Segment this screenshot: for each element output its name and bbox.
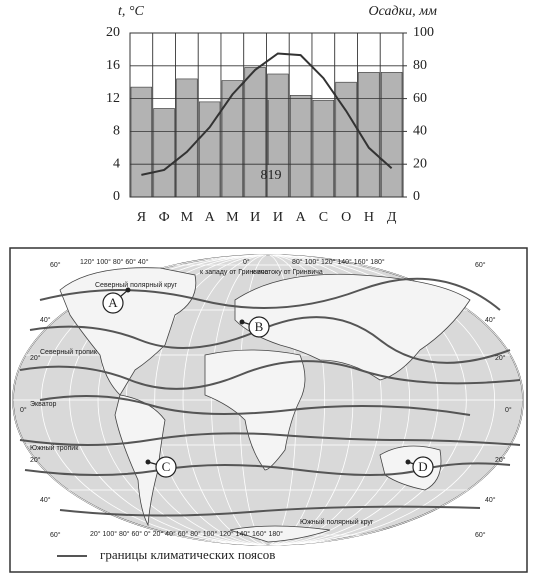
y-tick-label: 0 — [113, 189, 120, 204]
legend-text: границы климатических поясов — [100, 547, 275, 562]
lon-bottom: 20° 100° 80° 60° 0° 20° 40° 60° 80° 100°… — [90, 530, 283, 538]
marker-dot — [405, 459, 411, 465]
north-polar: Северный полярный круг — [95, 281, 178, 289]
lat-label: 0° — [20, 406, 27, 414]
lon-east: 80° 100° 120° 140° 160° 180° — [292, 258, 385, 266]
x-tick-label: Я — [137, 210, 146, 225]
x-tick-label: С — [319, 210, 328, 225]
bar — [153, 108, 175, 198]
x-tick-label: Д — [387, 210, 397, 225]
bar — [130, 86, 153, 198]
x-tick-label: О — [341, 210, 351, 225]
y2-tick-label: 0 — [413, 189, 420, 204]
east-note: к востоку от Гринвича — [252, 269, 323, 276]
lon-west: 120° 100° 80° 60° 40° — [80, 258, 149, 266]
x-tick-label: Ф — [159, 210, 170, 225]
marker-label: D — [418, 459, 427, 474]
lat-label: 0° — [505, 406, 512, 414]
bar — [312, 99, 335, 198]
map-frame — [9, 247, 528, 573]
y2-tick-label: 40 — [413, 124, 427, 139]
lat-label: 60° — [475, 261, 486, 269]
marker-dot — [125, 287, 131, 293]
annotation: 819 — [261, 168, 282, 183]
west-note: к западу от Гринвича — [200, 269, 269, 276]
lat-label: 60° — [50, 261, 61, 269]
south-polar: Южный полярный круг — [300, 518, 374, 526]
lat-label: 40° — [40, 496, 51, 504]
marker-circle — [102, 292, 124, 314]
marker-circle — [248, 316, 270, 338]
lat-label: 40° — [485, 316, 496, 324]
climate-boundaries — [19, 277, 521, 517]
y-tick-label: 12 — [106, 91, 120, 106]
bar — [380, 72, 403, 198]
lat-label: 40° — [485, 496, 496, 504]
x-tick-label: Н — [364, 210, 374, 225]
y2-tick-label: 60 — [413, 91, 427, 106]
lon-zero: 0° — [243, 258, 250, 266]
marker-label: B — [255, 319, 264, 334]
marker-label: A — [108, 295, 118, 310]
temperature-line — [141, 52, 393, 176]
x-tick-label: М — [181, 210, 194, 225]
marker-dot — [239, 319, 245, 325]
markers: A B C D — [102, 287, 434, 478]
y2-tick-label: 20 — [413, 156, 427, 171]
y-axis-title: t, °C — [118, 4, 144, 19]
y2-axis-title: Осадки, мм — [369, 4, 438, 19]
y2-tick-label: 80 — [413, 58, 427, 73]
lat-label: 20° — [495, 456, 506, 464]
y-tick-label: 16 — [106, 58, 120, 73]
lat-label: 20° — [495, 354, 506, 362]
y2-tick-label: 100 — [413, 25, 434, 40]
y-tick-label: 20 — [106, 25, 120, 40]
marker-dot — [145, 459, 151, 465]
marker-label: C — [162, 459, 171, 474]
x-tick-label: А — [296, 210, 307, 225]
x-tick-label: И — [250, 210, 260, 225]
continents — [59, 267, 471, 543]
bar — [176, 78, 198, 198]
bar — [289, 95, 312, 198]
lat-label: 20° — [30, 456, 41, 464]
lat-label: 40° — [40, 316, 51, 324]
lat-labels: 60° 40° 20° 0° 20° 40° 60° 60° 40° 20° 0° 20° 40° 60° — [20, 261, 512, 539]
north-tropic: Северный тропик — [40, 348, 98, 356]
x-tick-label: А — [205, 210, 216, 225]
x-tick-label: М — [226, 210, 239, 225]
x-tick-label: И — [273, 210, 283, 225]
lat-label: 60° — [475, 531, 486, 539]
y-tick-label: 8 — [113, 124, 120, 139]
plot-frame — [129, 32, 404, 198]
bar — [221, 80, 244, 198]
y-tick-label: 4 — [113, 156, 120, 171]
equator: Экватор — [30, 401, 56, 408]
map: 120° 100° 80° 60° 40° к западу от Гринви… — [9, 247, 528, 573]
lat-label: 20° — [30, 354, 41, 362]
south-tropic: Южный тропик — [30, 444, 79, 452]
marker-circle — [412, 456, 434, 478]
marker-circle — [155, 456, 177, 478]
lat-label: 60° — [50, 531, 61, 539]
